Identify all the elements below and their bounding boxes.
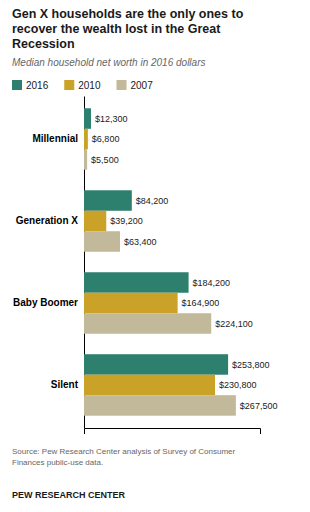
legend-swatch — [12, 80, 22, 90]
y-tick: Millennial — [32, 133, 84, 144]
subtitle: Median household net worth in 2016 dolla… — [12, 57, 205, 68]
bar — [84, 149, 87, 169]
title-line: Recession — [12, 37, 75, 51]
legend-label: 2007 — [131, 80, 154, 91]
bar — [84, 129, 88, 149]
data-label: $253,800 — [232, 360, 270, 370]
data-label: $12,300 — [95, 114, 128, 124]
bar — [84, 395, 236, 415]
y-tick-label: Generation X — [16, 215, 79, 226]
data-label: $84,200 — [136, 196, 169, 206]
data-label: $6,800 — [92, 134, 120, 144]
bar — [84, 108, 91, 128]
legend-swatch — [64, 80, 74, 90]
data-label: $267,500 — [240, 401, 278, 411]
legend-item: 2010 — [64, 80, 101, 91]
legend-label: 2010 — [78, 80, 101, 91]
legend-label: 2016 — [26, 80, 49, 91]
bar — [84, 231, 120, 251]
y-tick: Baby Boomer — [13, 297, 84, 308]
bar — [84, 354, 228, 374]
y-tick: Silent — [51, 379, 84, 390]
title-line: recover the wealth lost in the Great — [12, 22, 221, 36]
y-tick-label: Baby Boomer — [13, 297, 78, 308]
legend-swatch — [117, 80, 127, 90]
bar — [84, 293, 178, 313]
y-tick-label: Millennial — [32, 133, 78, 144]
data-label: $39,200 — [110, 216, 143, 226]
x-axis — [85, 429, 261, 435]
legend-item: 2007 — [117, 80, 154, 91]
y-axis: Millennial Generation X Baby Boomer Silent — [13, 97, 85, 429]
y-tick: Generation X — [16, 215, 84, 226]
source-line: Source: Pew Research Center analysis of … — [12, 447, 236, 456]
bar — [84, 272, 189, 292]
bar — [84, 211, 106, 231]
footer: PEW RESEARCH CENTER — [12, 490, 126, 500]
bar — [84, 313, 211, 333]
data-label: $184,200 — [193, 278, 231, 288]
data-label: $164,900 — [182, 298, 220, 308]
bars — [84, 108, 236, 415]
source-line: Finances public-use data. — [12, 458, 103, 467]
y-tick-label: Silent — [51, 379, 79, 390]
x-axis-line — [85, 429, 261, 435]
source: Source: Pew Research Center analysis of … — [12, 447, 236, 467]
bar — [84, 190, 132, 210]
title: Gen X households are the only ones torec… — [12, 7, 244, 51]
data-label: $63,400 — [124, 237, 157, 247]
legend: 2016 2010 2007 — [12, 80, 153, 91]
legend-item: 2016 — [12, 80, 49, 91]
data-label: $224,100 — [215, 319, 253, 329]
data-label: $230,800 — [219, 380, 257, 390]
chart: Gen X households are the only ones torec… — [0, 0, 310, 512]
plot: $12,300 $84,200 $184,200 $253,800 $6,800 $39,… — [13, 97, 277, 435]
title-line: Gen X households are the only ones to — [12, 7, 244, 21]
bar — [84, 375, 215, 395]
data-label: $5,500 — [91, 155, 119, 165]
